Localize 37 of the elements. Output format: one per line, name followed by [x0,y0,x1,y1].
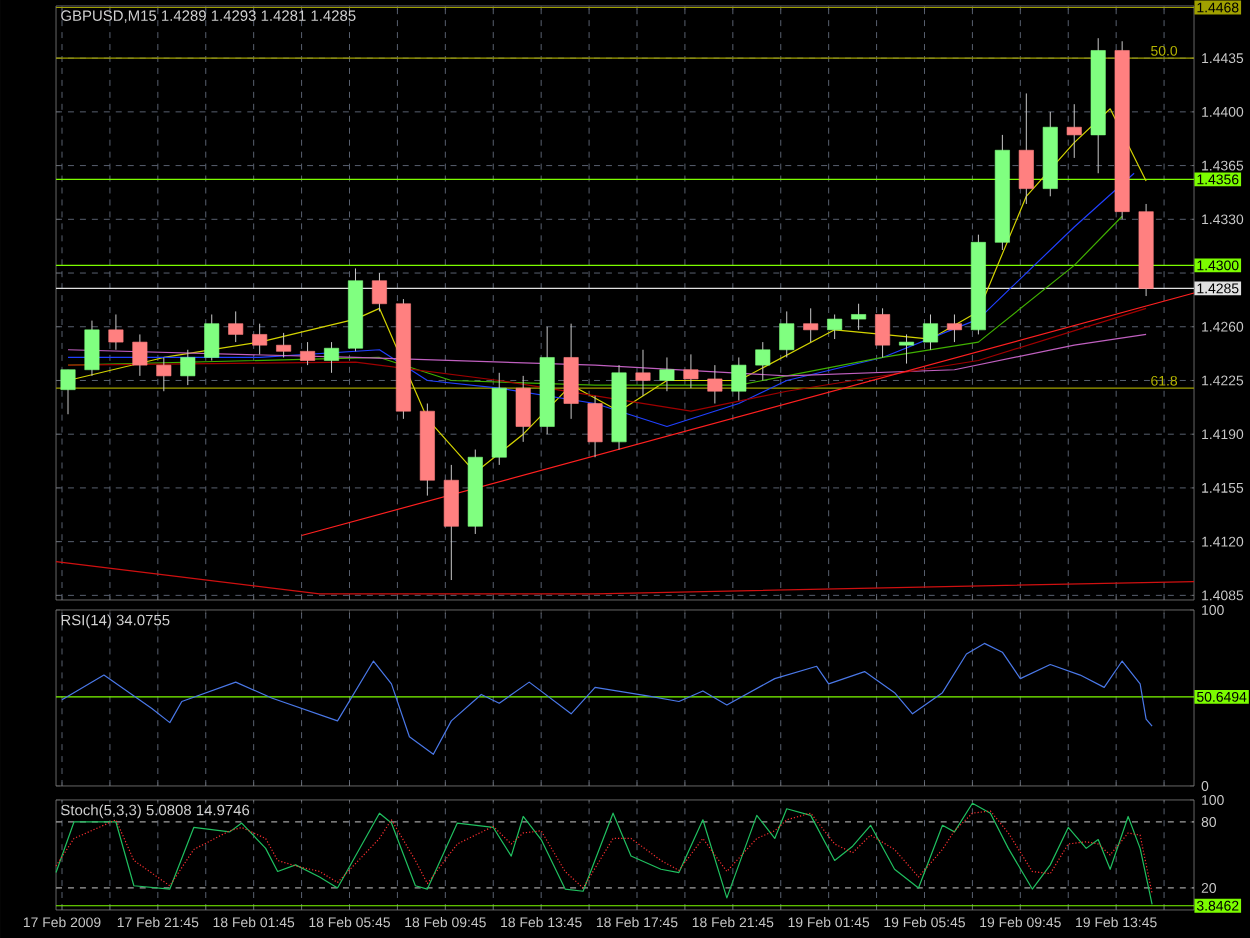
candlestick [156,356,172,392]
candlestick [204,313,220,362]
candlestick [108,313,124,351]
candlestick [1066,103,1082,159]
candlestick [1018,92,1034,205]
candlestick [803,307,819,343]
candlestick [779,310,795,358]
candlestick [707,364,723,404]
candlestick [875,307,891,358]
candlestick [443,464,459,581]
candlestick [563,323,579,420]
candlestick [923,313,938,351]
line-series [61,642,1153,755]
candlestick [731,356,747,401]
line-series [67,333,1147,377]
candlestick [132,333,148,377]
candlestick [252,323,268,355]
candlestick [515,375,531,443]
candlestick [228,310,244,343]
candlestick [84,320,100,377]
candlestick [60,369,76,415]
candlestick [755,341,771,381]
candlestick [899,333,915,365]
candlestick [683,353,699,389]
candlestick [300,341,316,366]
line-series [67,307,1147,412]
candlestick [851,303,867,331]
candlestick [324,341,340,374]
candlestick [827,313,843,340]
candlestick [180,349,196,386]
candlestick [371,272,387,312]
line-series [55,802,1153,906]
candlestick [946,313,962,343]
candlestick [635,349,651,397]
candlestick [587,395,603,458]
candlestick [276,332,292,358]
candlestick [659,356,675,392]
